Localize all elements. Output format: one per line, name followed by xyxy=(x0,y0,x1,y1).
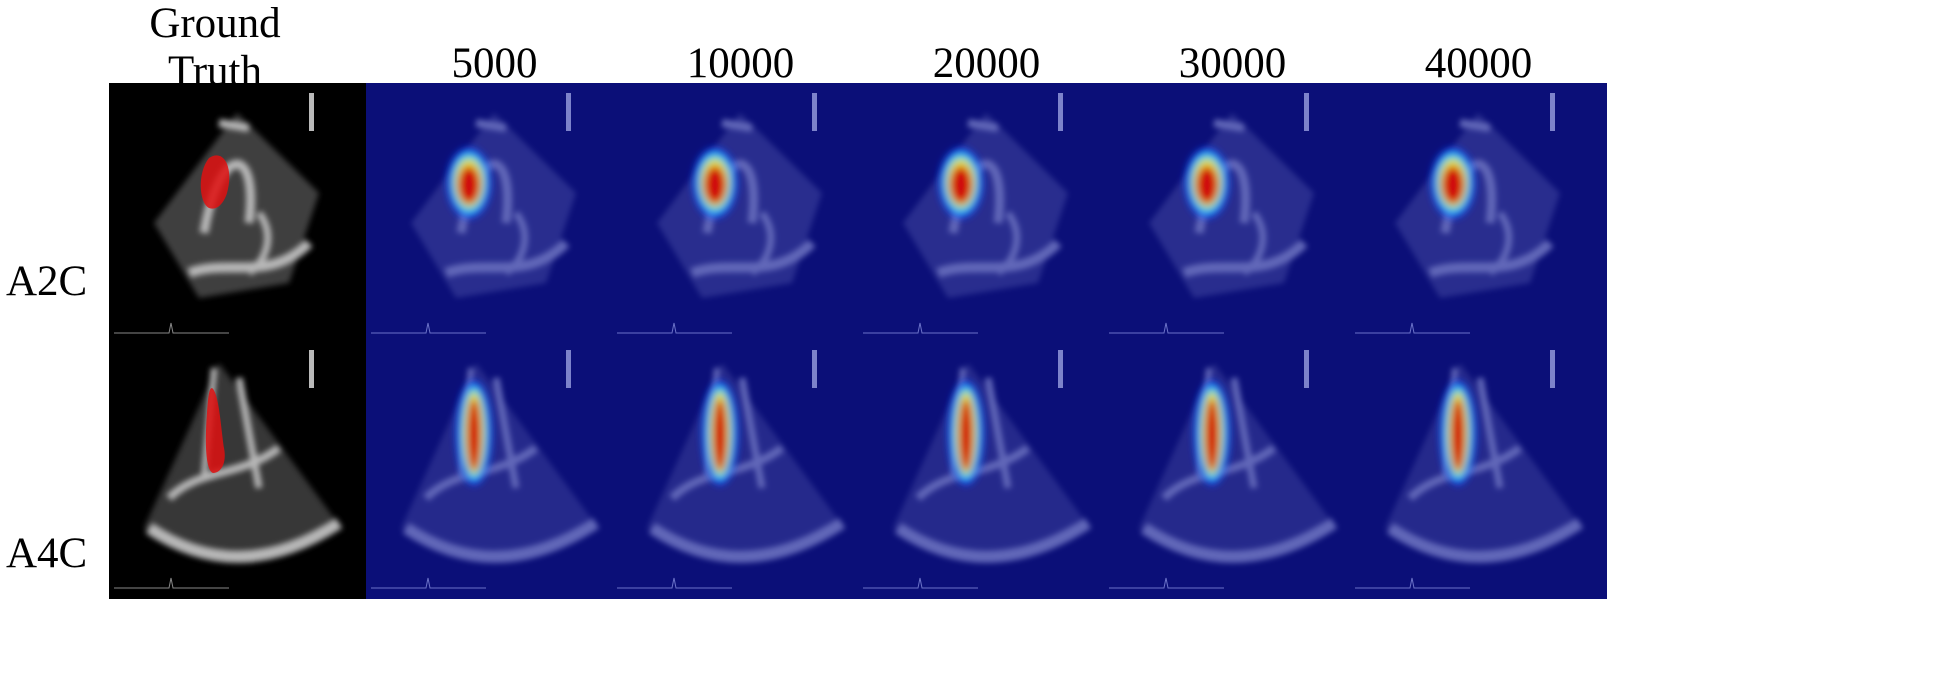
heatmap-image-a2c-5000 xyxy=(366,83,623,344)
header-5000: 5000 xyxy=(451,40,538,87)
header-20000: 20000 xyxy=(932,40,1041,87)
header-ground-truth: Ground Truth xyxy=(130,0,300,96)
heatmap-image-a2c-20000 xyxy=(858,83,1115,344)
heatmap-image-a4c-10000 xyxy=(612,338,869,599)
header-30000: 30000 xyxy=(1178,40,1287,87)
header-ground-truth-line1: Ground xyxy=(149,0,281,47)
header-10000: 10000 xyxy=(686,40,795,87)
row-label-a2c: A2C xyxy=(6,258,88,305)
heatmap-image-a2c-30000 xyxy=(1104,83,1361,344)
heatmap-image-a2c-40000 xyxy=(1350,83,1607,344)
heatmap-image-a4c-5000 xyxy=(366,338,623,599)
heatmap-image-a4c-40000 xyxy=(1350,338,1607,599)
heatmap-image-a4c-30000 xyxy=(1104,338,1361,599)
heatmap-image-a4c-20000 xyxy=(858,338,1115,599)
ground-truth-image-a4c-ground-truth xyxy=(109,338,366,599)
header-40000: 40000 xyxy=(1424,40,1533,87)
heatmap-image-a2c-10000 xyxy=(612,83,869,344)
ground-truth-image-a2c-ground-truth xyxy=(109,83,366,344)
row-label-a4c: A4C xyxy=(6,530,88,577)
